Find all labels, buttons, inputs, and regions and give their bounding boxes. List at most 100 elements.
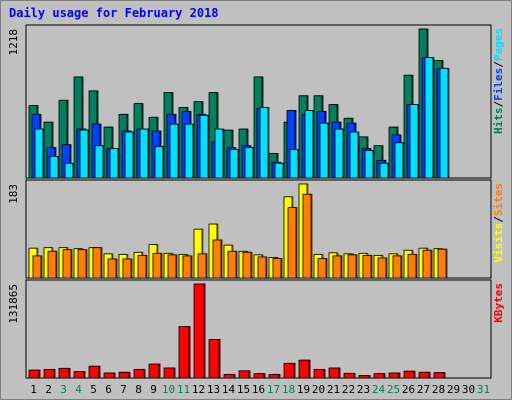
bar-sites bbox=[32, 255, 42, 279]
bar-pages bbox=[94, 145, 104, 179]
legend-item: Visits bbox=[492, 223, 505, 263]
x-tick-label: 27 bbox=[417, 383, 430, 396]
bar-pages bbox=[349, 131, 359, 179]
x-tick-label: 9 bbox=[150, 383, 157, 396]
bar-pages bbox=[169, 123, 179, 179]
x-tick-label: 1 bbox=[30, 383, 37, 396]
bar-sites bbox=[62, 249, 72, 279]
bar-pages bbox=[199, 114, 209, 179]
bar-kbytes bbox=[433, 372, 445, 379]
bar-sites bbox=[407, 253, 417, 279]
bar-pages bbox=[364, 150, 374, 179]
bar-kbytes bbox=[403, 370, 415, 379]
bar-kbytes bbox=[373, 373, 385, 379]
bar-pages bbox=[394, 142, 404, 179]
x-tick-label: 11 bbox=[177, 383, 190, 396]
x-tick-label: 25 bbox=[387, 383, 400, 396]
x-tick-label: 16 bbox=[252, 383, 265, 396]
bar-sites bbox=[287, 207, 297, 279]
bar-sites bbox=[137, 254, 147, 279]
bar-sites bbox=[227, 250, 237, 279]
bar-kbytes bbox=[283, 362, 295, 379]
bar-sites bbox=[272, 258, 282, 279]
y-max-label: 1218 bbox=[7, 29, 20, 56]
y-max-label: 131865 bbox=[7, 284, 20, 324]
x-tick-label: 6 bbox=[105, 383, 112, 396]
bar-sites bbox=[152, 252, 162, 279]
x-tick-label: 29 bbox=[447, 383, 460, 396]
x-tick-label: 5 bbox=[90, 383, 97, 396]
bar-kbytes bbox=[193, 283, 205, 379]
bar-pages bbox=[124, 131, 134, 179]
x-tick-label: 15 bbox=[237, 383, 250, 396]
bar-pages bbox=[334, 128, 344, 179]
bar-sites bbox=[212, 239, 222, 279]
bar-kbytes bbox=[238, 370, 250, 379]
bar-kbytes bbox=[388, 372, 400, 379]
legend-kbytes: KBytes bbox=[492, 283, 505, 323]
x-tick-label: 28 bbox=[432, 383, 445, 396]
bar-sites bbox=[107, 258, 117, 279]
x-tick-label: 12 bbox=[192, 383, 205, 396]
bar-kbytes bbox=[268, 374, 280, 379]
bar-sites bbox=[302, 193, 312, 279]
x-tick-label: 24 bbox=[372, 383, 386, 396]
legend-item: Files bbox=[492, 68, 505, 101]
bar-pages bbox=[34, 128, 44, 179]
x-tick-label: 18 bbox=[282, 383, 295, 396]
bar-pages bbox=[424, 57, 434, 179]
bar-kbytes bbox=[58, 367, 70, 379]
bar-pages bbox=[319, 122, 329, 179]
legend-separator: / bbox=[492, 61, 505, 68]
y-max-label: 183 bbox=[7, 184, 20, 204]
bar-pages bbox=[154, 146, 164, 179]
x-tick-label: 4 bbox=[75, 383, 82, 396]
panel-kbytes bbox=[25, 279, 492, 379]
bar-sites bbox=[437, 248, 447, 279]
bar-kbytes bbox=[223, 374, 235, 379]
bar-pages bbox=[214, 128, 224, 179]
x-tick-label: 31 bbox=[477, 383, 490, 396]
bar-pages bbox=[64, 162, 74, 179]
bar-pages bbox=[49, 156, 59, 179]
bar-kbytes bbox=[148, 363, 160, 379]
bar-kbytes bbox=[313, 369, 325, 379]
bar-sites bbox=[422, 249, 432, 279]
bar-kbytes bbox=[103, 372, 115, 379]
bar-kbytes bbox=[118, 371, 130, 379]
bar-pages bbox=[259, 107, 269, 179]
x-tick-label: 21 bbox=[327, 383, 340, 396]
bar-sites bbox=[197, 253, 207, 279]
bar-kbytes bbox=[88, 365, 100, 379]
bar-sites bbox=[92, 247, 102, 279]
legend-item: Hits bbox=[492, 108, 505, 135]
bar-pages bbox=[184, 123, 194, 179]
bar-sites bbox=[182, 255, 192, 279]
bar-sites bbox=[347, 254, 357, 279]
bar-pages bbox=[409, 104, 419, 179]
x-tick-label: 3 bbox=[60, 383, 67, 396]
bar-sites bbox=[77, 249, 87, 279]
bar-kbytes bbox=[178, 326, 190, 379]
bar-kbytes bbox=[418, 371, 430, 379]
x-tick-label: 30 bbox=[462, 383, 475, 396]
bar-kbytes bbox=[358, 375, 370, 379]
bar-pages bbox=[229, 149, 239, 179]
bar-sites bbox=[257, 256, 267, 279]
x-tick-label: 10 bbox=[162, 383, 175, 396]
bar-pages bbox=[79, 129, 89, 179]
bar-sites bbox=[317, 258, 327, 279]
bar-kbytes bbox=[208, 339, 220, 379]
bar-pages bbox=[274, 162, 284, 179]
bar-pages bbox=[289, 149, 299, 179]
bar-kbytes bbox=[343, 372, 355, 379]
bar-kbytes bbox=[298, 359, 310, 379]
x-tick-label: 7 bbox=[120, 383, 127, 396]
bar-sites bbox=[122, 258, 132, 279]
bar-sites bbox=[332, 255, 342, 279]
x-tick-label: 26 bbox=[402, 383, 415, 396]
bar-kbytes bbox=[163, 367, 175, 379]
bar-pages bbox=[379, 162, 389, 179]
bar-sites bbox=[392, 255, 402, 279]
